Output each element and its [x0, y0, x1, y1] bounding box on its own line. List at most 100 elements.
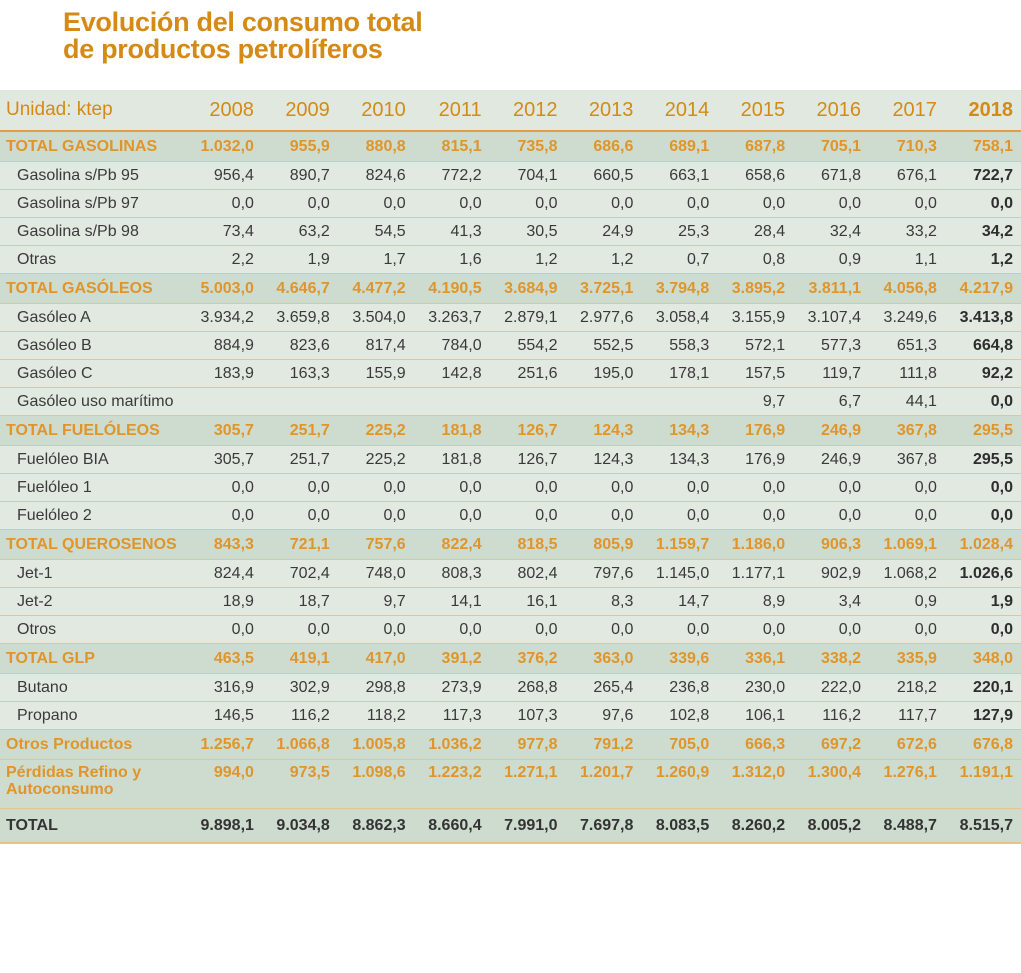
value-cell: 463,5	[186, 643, 262, 674]
value-cell: 0,0	[944, 387, 1021, 416]
consumption-table: Unidad: ktep 2008 2009 2010 2011 2012 20…	[0, 90, 1021, 844]
row-label: Gasóleo B	[0, 331, 187, 360]
value-cell: 251,7	[261, 445, 338, 474]
value-cell: 111,8	[869, 359, 945, 388]
row-label: Propano	[0, 701, 187, 730]
table-row-item: Fuelóleo 1 0,0 0,0 0,0 0,0 0,0 0,0 0,0 0,0 0,0 0,0…	[0, 473, 1021, 502]
value-cell: 577,3	[793, 331, 870, 360]
value-cell: 0,0	[337, 189, 414, 218]
value-cell: 157,5	[717, 359, 794, 388]
row-label: Jet-2	[0, 587, 187, 616]
value-cell: 1.300,4	[793, 759, 870, 809]
value-cell: 134,3	[641, 415, 718, 446]
value-cell: 0,0	[565, 501, 642, 530]
value-cell: 0,0	[413, 501, 490, 530]
year-header: 2016	[793, 90, 870, 132]
value-cell: 772,2	[413, 161, 490, 190]
table-row-item: Jet-1 824,4 702,4 748,0 808,3 802,4 797,6 1.145…	[0, 559, 1021, 588]
row-label: Gasolina s/Pb 97	[0, 189, 187, 218]
value-cell: 890,7	[261, 161, 338, 190]
value-cell: 117,3	[413, 701, 490, 730]
value-cell: 34,2	[944, 217, 1021, 246]
value-cell: 651,3	[869, 331, 945, 360]
value-cell: 0,0	[641, 501, 718, 530]
value-cell: 4.056,8	[869, 273, 945, 304]
table-row-grand-total: TOTAL 9.898,1 9.034,8 8.862,3 8.660,4 7.991,0…	[0, 808, 1021, 844]
value-cell: 0,0	[186, 615, 262, 644]
value-cell: 705,0	[641, 729, 718, 760]
value-cell: 4.646,7	[261, 273, 338, 304]
value-cell: 554,2	[489, 331, 566, 360]
value-cell: 3.155,9	[717, 303, 794, 332]
value-cell: 1.098,6	[337, 759, 414, 809]
value-cell: 134,3	[641, 445, 718, 474]
table-row-category-total: Otros Productos 1.256,7 1.066,8 1.005,8 1.03…	[0, 729, 1021, 760]
value-cell: 183,9	[186, 359, 262, 388]
value-cell: 0,0	[489, 473, 566, 502]
value-cell: 222,0	[793, 673, 870, 702]
value-cell: 0,0	[565, 473, 642, 502]
value-cell: 106,1	[717, 701, 794, 730]
value-cell: 0,0	[944, 189, 1021, 218]
value-cell: 181,8	[413, 415, 490, 446]
table-row-item: Fuelóleo 2 0,0 0,0 0,0 0,0 0,0 0,0 0,0 0,0 0,0 0,0…	[0, 501, 1021, 530]
value-cell: 295,5	[944, 415, 1021, 446]
row-label: TOTAL	[0, 808, 187, 844]
value-cell	[261, 387, 338, 416]
value-cell: 1.271,1	[489, 759, 566, 809]
value-cell: 348,0	[944, 643, 1021, 674]
value-cell: 14,7	[641, 587, 718, 616]
year-header: 2010	[337, 90, 414, 132]
value-cell: 8.660,4	[413, 808, 490, 844]
value-cell: 391,2	[413, 643, 490, 674]
table-header-row: Unidad: ktep 2008 2009 2010 2011 2012 20…	[0, 90, 1021, 132]
value-cell: 2.879,1	[489, 303, 566, 332]
value-cell: 0,0	[641, 615, 718, 644]
value-cell: 3.107,4	[793, 303, 870, 332]
value-cell: 2,2	[186, 245, 262, 274]
value-cell: 722,7	[944, 161, 1021, 190]
value-cell: 0,9	[869, 587, 945, 616]
value-cell: 220,1	[944, 673, 1021, 702]
value-cell: 3.684,9	[489, 273, 566, 304]
value-cell: 802,4	[489, 559, 566, 588]
value-cell: 225,2	[337, 445, 414, 474]
value-cell: 44,1	[869, 387, 945, 416]
value-cell: 146,5	[186, 701, 262, 730]
value-cell: 155,9	[337, 359, 414, 388]
row-label: Fuelóleo BIA	[0, 445, 187, 474]
table-row-item: Gasóleo A 3.934,2 3.659,8 3.504,0 3.263,7 2.8…	[0, 303, 1021, 332]
table-row-category-total: TOTAL GASÓLEOS 5.003,0 4.646,7 4.477,2 4.190…	[0, 273, 1021, 304]
value-cell: 7.697,8	[565, 808, 642, 844]
value-cell: 8.260,2	[717, 808, 794, 844]
value-cell: 28,4	[717, 217, 794, 246]
value-cell: 1.177,1	[717, 559, 794, 588]
row-label: Otros	[0, 615, 187, 644]
row-label: TOTAL GASÓLEOS	[0, 273, 187, 304]
value-cell: 1.312,0	[717, 759, 794, 809]
value-cell: 824,4	[186, 559, 262, 588]
value-cell: 1.068,2	[869, 559, 945, 588]
value-cell: 689,1	[641, 131, 718, 162]
table-row-category-total: TOTAL FUELÓLEOS 305,7 251,7 225,2 181,8 126,7…	[0, 415, 1021, 446]
value-cell: 54,5	[337, 217, 414, 246]
row-label: Gasolina s/Pb 98	[0, 217, 187, 246]
value-cell: 376,2	[489, 643, 566, 674]
value-cell: 2.977,6	[565, 303, 642, 332]
row-label: TOTAL GASOLINAS	[0, 131, 187, 162]
value-cell: 8,9	[717, 587, 794, 616]
value-cell: 0,0	[489, 615, 566, 644]
value-cell: 73,4	[186, 217, 262, 246]
value-cell: 7.991,0	[489, 808, 566, 844]
value-cell: 339,6	[641, 643, 718, 674]
value-cell: 3.504,0	[337, 303, 414, 332]
value-cell: 178,1	[641, 359, 718, 388]
value-cell: 552,5	[565, 331, 642, 360]
table-row-item: Gasolina s/Pb 97 0,0 0,0 0,0 0,0 0,0 0,0 0,0 0,0…	[0, 189, 1021, 218]
row-label: Fuelóleo 2	[0, 501, 187, 530]
value-cell: 302,9	[261, 673, 338, 702]
table-row-item: Otros 0,0 0,0 0,0 0,0 0,0 0,0 0,0 0,0 0,0 0,0 0,0	[0, 615, 1021, 644]
year-header: 2014	[641, 90, 718, 132]
value-cell: 994,0	[186, 759, 262, 809]
value-cell: 338,2	[793, 643, 870, 674]
